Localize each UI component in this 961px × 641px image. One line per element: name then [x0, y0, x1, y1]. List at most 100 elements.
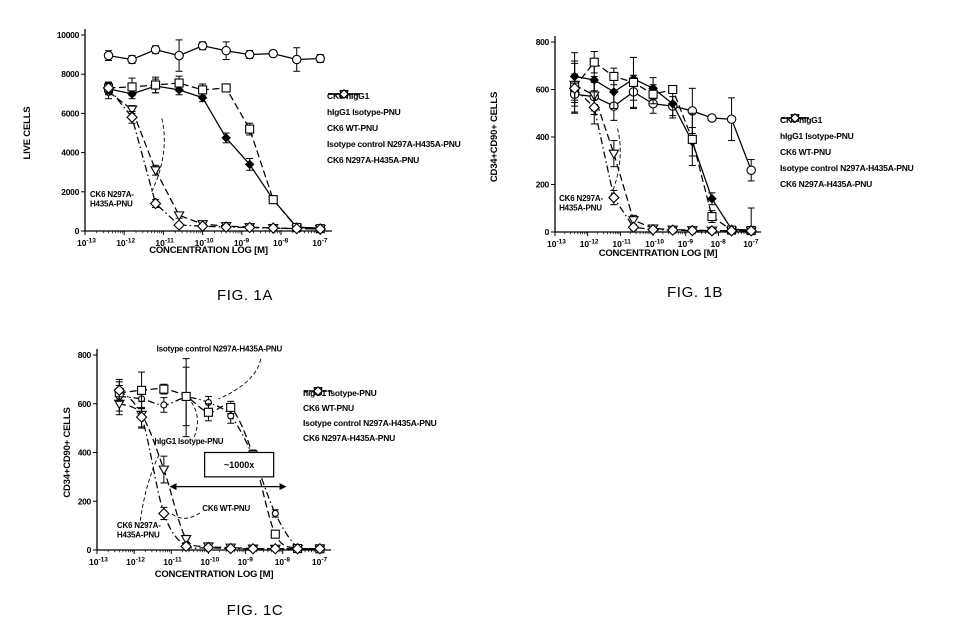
- caption-fig1b: FIG. 1B: [667, 284, 723, 301]
- y-axis-label: CD34+CD90+ CELLS: [489, 92, 500, 182]
- legend-item-ck6-n297a-h435a-pnu: CK6 N297A-H435A-PNU: [780, 112, 914, 192]
- figure-1a: 0 2000 4000 6000 8000 10000 10-13 10-12 10-11 10-…: [0, 0, 480, 325]
- x-tick-label: 10-7: [743, 239, 759, 250]
- x-tick-label: 10-8: [275, 557, 291, 568]
- x-axis-label: CONCENTRATION LOG [M]: [149, 245, 268, 256]
- y-axis-label: CD34+CD90+ CELLS: [62, 407, 73, 497]
- legend-label: Isotype control N297A-H435A-PNU: [780, 163, 914, 173]
- legend-label: CK6 WT-PNU: [327, 123, 378, 133]
- series-higg1-isotype-pnu: [103, 78, 326, 233]
- axes: 0 200 400 600 800 10-13 10-12 10-11 10-10 10-9 10-…: [536, 36, 761, 249]
- legend-item-isotype-control-n297a-h435a-pnu: Isotype control N297A-H435A-PNU: [303, 387, 437, 430]
- y-tick-label: 0: [75, 226, 80, 236]
- annotation: CK6 N297A-H435A-PNU: [117, 452, 161, 539]
- x-tick-label: 10-7: [312, 238, 328, 249]
- x-axis-label: CONCENTRATION LOG [M]: [155, 569, 274, 580]
- arrowhead-left-icon: [169, 483, 177, 491]
- annotation-text: Isotype control N297A-H435A-PNU: [157, 344, 283, 353]
- legend-item-higg1-isotype-pnu: hIgG1 Isotype-PNU: [327, 89, 461, 120]
- x-tick-label: 10-8: [273, 238, 289, 249]
- annotation-text: CK6 N297A-: [559, 194, 603, 203]
- series-ck6-higg1: [103, 39, 325, 72]
- legend-sample-diamond-open: [328, 88, 360, 100]
- x-tick-label: 10-7: [312, 557, 328, 568]
- y-tick-label: 4000: [61, 148, 79, 158]
- y-tick-label: 400: [536, 132, 550, 142]
- legend-label: CK6-hIgG1: [780, 115, 823, 125]
- x-tick-label: 10-11: [163, 557, 182, 568]
- fold-difference-box: [204, 451, 275, 478]
- y-tick-label: 10000: [57, 30, 80, 40]
- x-tick-label: 10-12: [580, 239, 599, 250]
- legend-item-isotype-control-n297a-h435a-pnu: Isotype control N297A-H435A-PNU: [780, 114, 914, 176]
- x-tick-label: 10-12: [126, 557, 145, 568]
- series-ck6-wt-pnu: [102, 84, 326, 235]
- legend-item-ck6-wt-pnu: CK6 WT-PNU: [780, 114, 914, 160]
- figure-1b: 0 200 400 600 800 10-13 10-12 10-11 10-10 10-9 10-…: [480, 0, 961, 325]
- legend-label: hIgG1 Isotype-PNU: [327, 107, 401, 117]
- annotation: [169, 483, 287, 491]
- legend-label: Isotype control N297A-H435A-PNU: [327, 139, 461, 149]
- y-tick-label: 0: [545, 227, 550, 237]
- x-tick-label: 10-11: [612, 239, 631, 250]
- annotation-text: hIgG1 Isotype-PNU: [154, 437, 223, 446]
- annotation: Isotype control N297A-H435A-PNU: [157, 344, 283, 400]
- legend-label: CK6 WT-PNU: [780, 147, 831, 157]
- annotation: CK6 N297A-H435A-PNU: [559, 125, 621, 213]
- legend-label: CK6 N297A-H435A-PNU: [780, 179, 873, 189]
- legend-label: hIgG1 Isotype-PNU: [780, 131, 854, 141]
- series-ck6-n297a-h435a-pnu: [113, 378, 326, 555]
- x-tick-label: 10-13: [89, 557, 108, 568]
- figure-1c: 0 200 400 600 800 10-13 10-12 10-11 10-10 10-9 10-…: [0, 330, 500, 641]
- legend-item-ck6-n297a-h435a-pnu: CK6 N297A-H435A-PNU: [327, 88, 461, 168]
- x-tick-label: 10-10: [200, 557, 219, 568]
- x-axis-label: CONCENTRATION LOG [M]: [599, 248, 718, 259]
- annotation: hIgG1 Isotype-PNU: [154, 400, 224, 446]
- legend-label: CK6 WT-PNU: [303, 402, 354, 413]
- legend-item-ck6-wt-pnu: CK6 WT-PNU: [327, 90, 461, 136]
- series-ck6-n297a-h435a-pnu: [102, 82, 327, 235]
- legend-label: CK6 N297A-H435A-PNU: [327, 155, 420, 165]
- annotation-text: H435A-PNU: [117, 530, 160, 539]
- annotation-text: CK6 N297A-: [90, 190, 134, 199]
- y-tick-label: 800: [78, 350, 92, 360]
- fold-difference-text: ~1000x: [224, 460, 254, 470]
- caption-fig1c: FIG. 1C: [226, 602, 284, 619]
- annotation: CK6 N297A-H435A-PNU: [90, 117, 165, 208]
- legend-label: CK6-hIgG1: [327, 91, 370, 101]
- y-tick-label: 200: [78, 496, 92, 506]
- y-tick-label: 800: [536, 37, 550, 47]
- x-tick-label: 10-13: [77, 238, 96, 249]
- annotation-text: H435A-PNU: [559, 204, 602, 213]
- annotation-text: CK6 WT-PNU: [202, 504, 250, 513]
- legend-item-higg1-isotype-pnu: hIgG1 Isotype-PNU: [780, 113, 914, 144]
- annotation-text: CK6 N297A-: [117, 521, 161, 530]
- legend-label: hIgG1 Isotype-PNU: [303, 387, 377, 398]
- y-tick-label: 400: [78, 448, 92, 458]
- arrowhead-right-icon: [279, 483, 287, 491]
- x-tick-label: 10-9: [234, 238, 250, 249]
- x-tick-label: 10-12: [116, 238, 135, 249]
- y-tick-label: 600: [78, 399, 92, 409]
- axes: 0 2000 4000 6000 8000 10000 10-13 10-12 10-11 10-…: [57, 29, 332, 248]
- legend-fig1a: CK6-hIgG1 hIgG1 Isotype-PNU CK6 WT-PNU Isot…: [327, 88, 461, 168]
- series-isotype-control-n297a-h435a-pnu: [103, 75, 325, 234]
- y-tick-label: 6000: [61, 108, 79, 118]
- legend-label: CK6 N297A-H435A-PNU: [303, 432, 396, 443]
- legend-fig1b: CK6-hIgG1 hIgG1 Isotype-PNU CK6 WT-PNU Isot…: [780, 112, 914, 192]
- y-tick-label: 2000: [61, 187, 79, 197]
- y-axis-label: LIVE CELLS: [22, 107, 33, 160]
- legend-label: Isotype control N297A-H435A-PNU: [303, 417, 437, 428]
- legend-sample-diamond-open: [304, 385, 332, 397]
- chart-fig1c: 0 200 400 600 800 10-13 10-12 10-11 10-10 10-9 10-…: [62, 344, 331, 580]
- y-tick-label: 200: [536, 180, 550, 190]
- x-tick-label: 10-11: [155, 238, 174, 249]
- series-ck6-n297a-h435a-pnu: [568, 73, 757, 237]
- y-tick-label: 600: [536, 85, 550, 95]
- x-tick-label: 10-9: [238, 557, 254, 568]
- annotation-text: H435A-PNU: [90, 199, 133, 208]
- chart-fig1a: 0 2000 4000 6000 8000 10000 10-13 10-12 10-11 10-…: [22, 29, 332, 256]
- legend-fig1c: hIgG1 Isotype-PNU CK6 WT-PNU Isotype contr…: [303, 385, 437, 445]
- annotation: CK6 WT-PNU: [170, 504, 251, 519]
